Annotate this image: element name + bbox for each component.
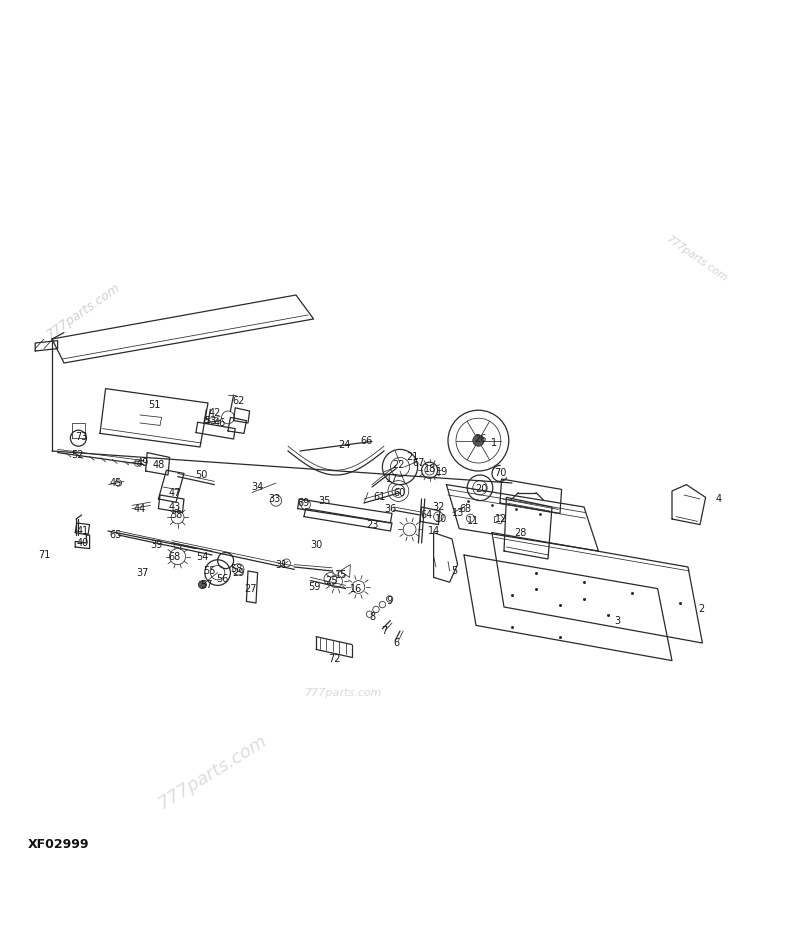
- Text: 67: 67: [412, 458, 425, 468]
- Text: 66: 66: [360, 436, 373, 446]
- Text: 73: 73: [75, 432, 88, 442]
- Text: 42: 42: [208, 407, 221, 417]
- Text: 59: 59: [308, 582, 321, 592]
- Text: 44: 44: [134, 503, 146, 514]
- Text: 53: 53: [204, 416, 217, 426]
- Text: 46: 46: [214, 418, 226, 428]
- Text: 51: 51: [148, 400, 161, 410]
- Text: 35: 35: [318, 496, 331, 505]
- Text: 19: 19: [436, 467, 449, 476]
- Text: 65: 65: [110, 530, 122, 540]
- Text: 14: 14: [428, 526, 441, 536]
- Text: 2: 2: [698, 603, 705, 614]
- Text: 25: 25: [326, 575, 338, 586]
- Circle shape: [473, 435, 484, 446]
- Text: 28: 28: [514, 528, 527, 538]
- Text: 56: 56: [216, 574, 229, 584]
- Text: 777parts.com: 777parts.com: [663, 234, 729, 284]
- Text: 26: 26: [474, 434, 486, 444]
- Text: 57: 57: [200, 580, 213, 590]
- Text: 38: 38: [170, 510, 182, 520]
- Text: 13: 13: [451, 508, 464, 518]
- Text: 39: 39: [150, 541, 163, 550]
- Text: 52: 52: [71, 450, 84, 460]
- Text: 18: 18: [424, 463, 437, 474]
- Text: 15: 15: [334, 570, 347, 580]
- Text: 8: 8: [369, 612, 375, 622]
- Text: 10: 10: [434, 514, 447, 524]
- Text: 50: 50: [195, 470, 208, 480]
- Text: 12: 12: [494, 514, 507, 524]
- Text: 69: 69: [298, 498, 310, 508]
- Text: 43: 43: [168, 502, 181, 512]
- Text: 11: 11: [466, 516, 479, 526]
- Text: 16: 16: [350, 584, 362, 594]
- Text: 20: 20: [475, 485, 488, 494]
- Text: XF02999: XF02999: [28, 838, 90, 851]
- Text: 72: 72: [328, 654, 341, 664]
- Circle shape: [198, 581, 206, 588]
- Text: 55: 55: [203, 566, 216, 576]
- Text: 30: 30: [310, 540, 323, 549]
- Text: 7: 7: [381, 626, 387, 636]
- Text: 21: 21: [406, 452, 419, 462]
- Text: 40: 40: [76, 538, 89, 548]
- Text: 60: 60: [394, 488, 406, 498]
- Text: 36: 36: [384, 503, 397, 514]
- Text: 24: 24: [338, 440, 350, 449]
- Text: 6: 6: [394, 638, 400, 648]
- Text: 61: 61: [374, 492, 386, 502]
- Text: 17: 17: [386, 474, 398, 484]
- Text: 4: 4: [715, 494, 722, 504]
- Text: 22: 22: [392, 460, 405, 471]
- Text: 3: 3: [614, 616, 621, 626]
- Text: 34: 34: [251, 482, 264, 492]
- Text: 62: 62: [232, 396, 245, 406]
- Text: 70: 70: [494, 468, 506, 477]
- Text: 33: 33: [268, 494, 281, 504]
- Text: 47: 47: [168, 488, 181, 498]
- Text: 64: 64: [420, 510, 433, 520]
- Text: 23: 23: [366, 519, 378, 530]
- Text: 58: 58: [230, 564, 242, 574]
- Text: 31: 31: [275, 559, 288, 570]
- Text: 777parts.com: 777parts.com: [45, 281, 123, 341]
- Text: 63: 63: [459, 503, 472, 514]
- Text: 41: 41: [76, 526, 89, 536]
- Text: 68: 68: [168, 552, 181, 561]
- Text: 29: 29: [232, 568, 245, 577]
- Text: 54: 54: [196, 552, 209, 561]
- Text: 48: 48: [152, 460, 165, 470]
- Text: 71: 71: [38, 550, 50, 560]
- Text: 9: 9: [386, 596, 393, 605]
- Text: 49: 49: [136, 458, 149, 468]
- Text: 32: 32: [432, 502, 445, 512]
- Text: 27: 27: [244, 584, 257, 594]
- Text: 1: 1: [491, 438, 498, 448]
- Text: 5: 5: [451, 566, 458, 576]
- Text: 777parts.com: 777parts.com: [154, 732, 270, 814]
- Text: 37: 37: [136, 568, 149, 577]
- Text: 45: 45: [110, 478, 122, 488]
- Text: 777parts.com: 777parts.com: [306, 687, 382, 698]
